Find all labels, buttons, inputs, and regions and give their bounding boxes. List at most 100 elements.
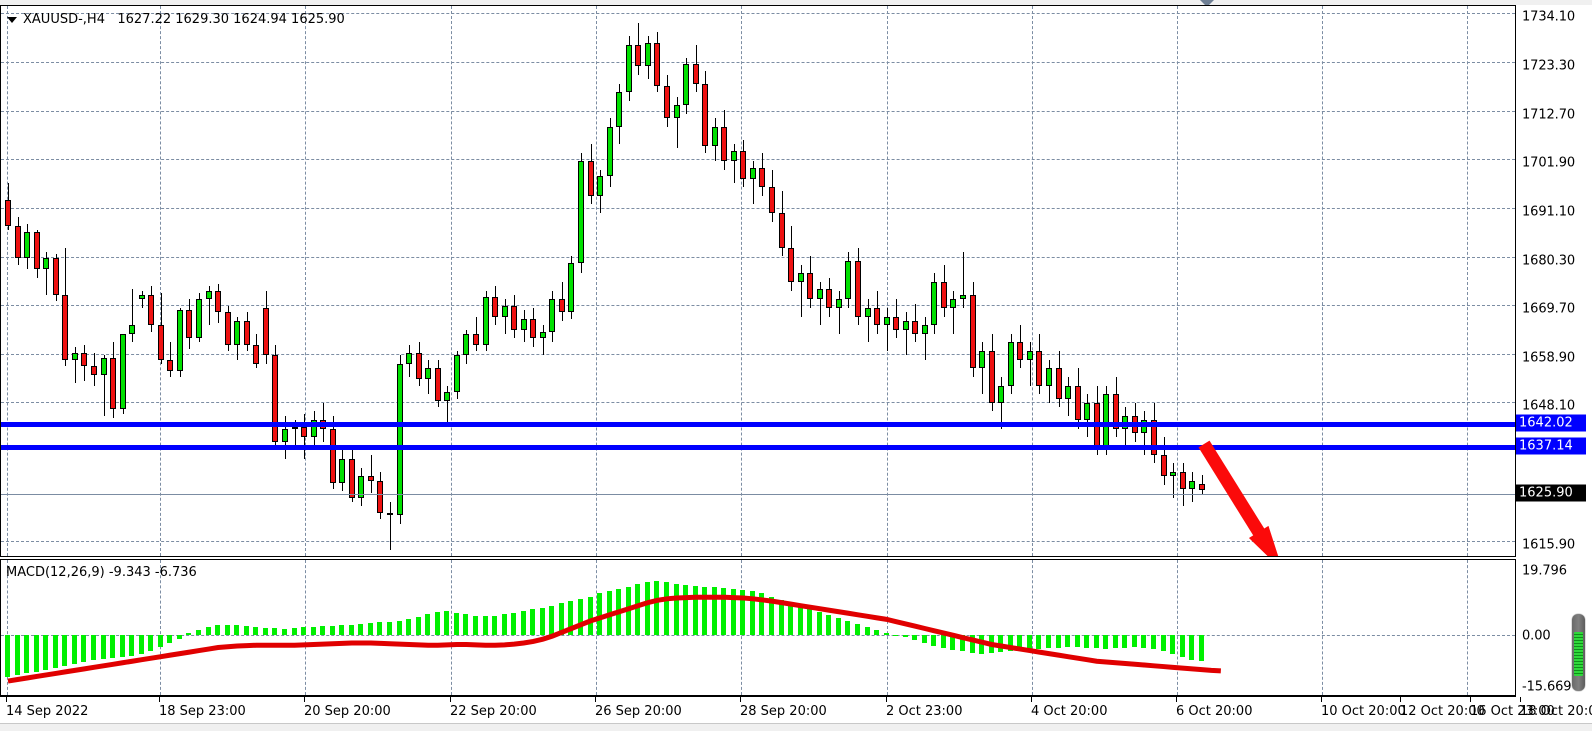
macd-histogram-bar bbox=[1084, 635, 1090, 648]
macd-histogram-bar bbox=[606, 591, 612, 636]
time-tick-label: 12 Oct 20:00 bbox=[1400, 704, 1485, 719]
candle-body bbox=[931, 282, 938, 326]
candle-body bbox=[663, 85, 670, 119]
macd-histogram-bar bbox=[71, 635, 77, 664]
macd-histogram-bar bbox=[196, 629, 201, 636]
macd-histogram-bar bbox=[883, 633, 889, 636]
time-tick-label: 2 Oct 23:00 bbox=[886, 704, 963, 719]
current-price-line bbox=[1, 494, 1515, 495]
candle-body bbox=[1189, 480, 1196, 490]
candle-body bbox=[578, 161, 584, 263]
candle-body bbox=[367, 476, 374, 481]
macd-histogram-bar bbox=[90, 635, 96, 661]
candle-body bbox=[81, 353, 88, 367]
candle-wick bbox=[209, 286, 210, 326]
scroll-position-marker[interactable] bbox=[1200, 0, 1214, 7]
macd-histogram-bar bbox=[1036, 635, 1042, 650]
slider-grip[interactable] bbox=[1574, 632, 1583, 676]
symbol-ohlc-label: XAUUSD-,H4 1627.22 1629.30 1624.94 1625.… bbox=[23, 12, 345, 27]
price-gridline bbox=[1, 305, 1515, 306]
candle-body bbox=[797, 273, 804, 283]
level-price-tag[interactable]: 1637.14 bbox=[1516, 437, 1586, 455]
resistance-line-1[interactable] bbox=[1, 422, 1515, 427]
price-tick-label: 1669.70 bbox=[1522, 301, 1576, 317]
time-gridline bbox=[451, 560, 452, 695]
macd-histogram-bar bbox=[635, 584, 641, 636]
price-gridline bbox=[1, 208, 1515, 209]
candle-body bbox=[348, 458, 355, 498]
macd-histogram-bar bbox=[301, 626, 307, 636]
candle-body bbox=[406, 353, 413, 365]
candle-body bbox=[835, 299, 842, 308]
candle-body bbox=[14, 226, 21, 259]
macd-histogram-bar bbox=[1141, 635, 1147, 648]
candle-body bbox=[597, 176, 604, 196]
macd-histogram-bar bbox=[387, 622, 392, 636]
macd-histogram-bar bbox=[1017, 635, 1023, 651]
macd-tick-label: -15.669 bbox=[1522, 679, 1572, 695]
price-chart-panel[interactable]: XAUUSD-,H4 1627.22 1629.30 1624.94 1625.… bbox=[0, 5, 1516, 557]
macd-histogram-bar bbox=[1112, 635, 1118, 649]
time-tick-mark bbox=[1470, 697, 1471, 702]
time-tick-mark bbox=[1400, 697, 1401, 702]
candle-wick bbox=[963, 251, 964, 308]
candle-body bbox=[396, 364, 403, 515]
time-tick-mark bbox=[1520, 697, 1521, 702]
macd-histogram-bar bbox=[1065, 635, 1071, 647]
macd-histogram-bar bbox=[568, 601, 574, 636]
time-tick-label: 10 Oct 20:00 bbox=[1321, 704, 1406, 719]
candle-body bbox=[759, 167, 766, 188]
macd-histogram-bar bbox=[539, 607, 545, 636]
macd-plot-area[interactable] bbox=[1, 560, 1515, 695]
price-plot-area[interactable] bbox=[1, 6, 1515, 556]
time-gridline bbox=[7, 6, 8, 556]
candle-body bbox=[1045, 368, 1052, 386]
macd-histogram-bar bbox=[463, 614, 469, 636]
candle-body bbox=[1026, 351, 1033, 360]
candle-wick bbox=[887, 307, 888, 352]
price-axis[interactable]: 1734.10 1723.30 1712.70 1701.90 1691.10 1680.… bbox=[1516, 5, 1592, 557]
macd-indicator-panel[interactable]: MACD(12,26,9) -9.343 -6.736 bbox=[0, 559, 1516, 696]
price-gridline bbox=[1, 111, 1515, 112]
macd-histogram-bar bbox=[281, 628, 287, 636]
candle-wick bbox=[46, 251, 47, 295]
candle-body bbox=[129, 325, 136, 334]
time-tick-mark bbox=[1176, 697, 1177, 702]
macd-histogram-bar bbox=[243, 625, 249, 636]
candle-body bbox=[262, 307, 269, 356]
time-tick-mark bbox=[6, 697, 7, 702]
time-tick-label: 20 Sep 20:00 bbox=[304, 704, 391, 719]
candle-body bbox=[1036, 351, 1043, 386]
macd-histogram-bar bbox=[1074, 635, 1080, 647]
candle-wick bbox=[1173, 463, 1174, 498]
candle-body bbox=[148, 295, 155, 326]
macd-histogram-bar bbox=[415, 617, 421, 636]
candle-body bbox=[157, 325, 164, 360]
macd-tick-label: 0.00 bbox=[1522, 628, 1551, 644]
price-gridline bbox=[1, 62, 1515, 63]
macd-histogram-bar bbox=[578, 598, 583, 636]
macd-histogram-bar bbox=[950, 635, 956, 650]
chevron-down-icon[interactable] bbox=[7, 17, 17, 23]
candle-wick bbox=[505, 299, 506, 334]
candle-body bbox=[673, 105, 680, 119]
candle-body bbox=[243, 320, 250, 345]
down-arrow-annotation[interactable] bbox=[1, 6, 1515, 556]
candle-body bbox=[702, 83, 709, 147]
time-gridline bbox=[741, 6, 742, 556]
macd-histogram-bar bbox=[81, 635, 87, 662]
macd-histogram-bar bbox=[597, 593, 603, 636]
level-price-tag[interactable]: 1642.02 bbox=[1516, 414, 1586, 432]
candle-body bbox=[310, 420, 317, 438]
vertical-scale-slider[interactable] bbox=[1572, 614, 1585, 691]
macd-histogram-bar bbox=[148, 635, 154, 651]
macd-histogram-bar bbox=[654, 580, 660, 636]
candle-wick bbox=[447, 385, 448, 425]
macd-histogram-bar bbox=[310, 626, 316, 636]
candle-body bbox=[1017, 342, 1024, 360]
candle-body bbox=[568, 262, 575, 313]
macd-histogram-bar bbox=[52, 635, 58, 668]
candle-body bbox=[415, 353, 422, 380]
resistance-line-2[interactable] bbox=[1, 445, 1515, 450]
time-tick-mark bbox=[304, 697, 305, 702]
